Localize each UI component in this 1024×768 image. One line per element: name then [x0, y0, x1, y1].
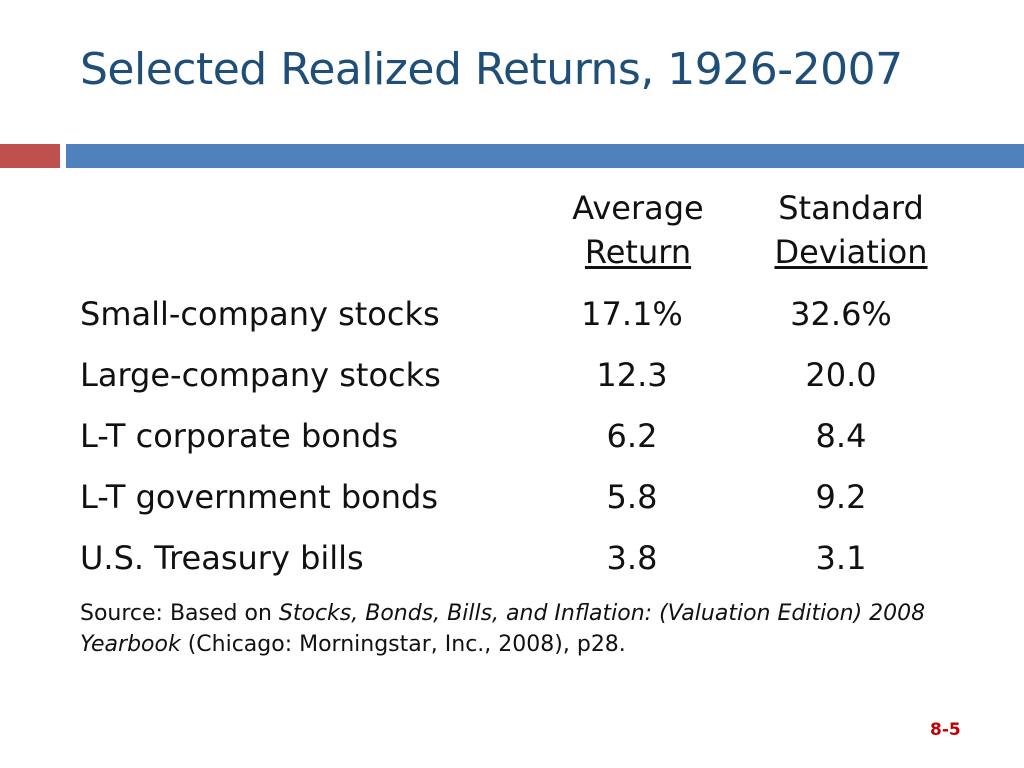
row-standard-deviation: 3.1 [815, 539, 867, 577]
table-row: Large-company stocks 12.3 20.0 [80, 353, 980, 397]
row-average-return: 6.2 [606, 417, 658, 455]
page-title: Selected Realized Returns, 1926-2007 [80, 44, 903, 95]
row-label: U.S. Treasury bills [80, 539, 364, 577]
column-header-standard-deviation: Standard Deviation [758, 186, 944, 274]
accent-band-right [66, 144, 1024, 168]
row-label: Large-company stocks [80, 356, 441, 394]
row-label: L-T government bonds [80, 478, 438, 516]
row-average-return: 12.3 [596, 356, 668, 394]
row-standard-deviation: 9.2 [815, 478, 867, 516]
source-citation: Source: Based on Stocks, Bonds, Bills, a… [80, 598, 960, 660]
column-header-line2: Deviation [774, 233, 928, 271]
row-standard-deviation: 20.0 [805, 356, 877, 394]
page-number: 8-5 [930, 720, 961, 740]
row-average-return: 17.1% [581, 295, 683, 333]
column-header-line2: Return [584, 233, 692, 271]
row-label: L-T corporate bonds [80, 417, 399, 455]
accent-band-left [0, 144, 60, 168]
row-average-return: 5.8 [606, 478, 658, 516]
table-row: L-T government bonds 5.8 9.2 [80, 475, 980, 519]
table-row: Small-company stocks 17.1% 32.6% [80, 292, 980, 336]
table-row: L-T corporate bonds 6.2 8.4 [80, 414, 980, 458]
column-header-average-return: Average Return [552, 186, 724, 274]
source-suffix: (Chicago: Morningstar, Inc., 2008), p28. [180, 632, 626, 657]
table-row: U.S. Treasury bills 3.8 3.1 [80, 536, 980, 580]
row-standard-deviation: 32.6% [790, 295, 892, 333]
row-label: Small-company stocks [80, 295, 440, 333]
source-prefix: Source: Based on [80, 601, 279, 626]
column-header-line1: Standard [778, 189, 924, 227]
source-publication-title: Stocks, Bonds, Bills, and Inflation: (Va… [80, 601, 926, 657]
row-standard-deviation: 8.4 [815, 417, 867, 455]
column-header-line1: Average [572, 189, 704, 227]
row-average-return: 3.8 [606, 539, 658, 577]
